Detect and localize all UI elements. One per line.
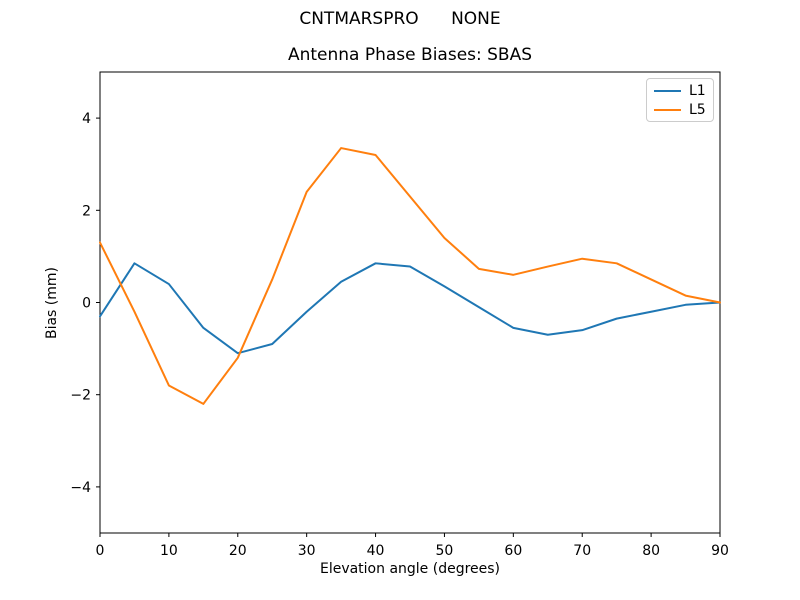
axes-title: Antenna Phase Biases: SBAS — [287, 45, 533, 65]
y-tick-label: 2 — [82, 203, 91, 219]
x-tick-label: 10 — [160, 543, 178, 559]
x-tick-label: 20 — [229, 543, 247, 559]
legend-entry-l1: L1 — [654, 81, 706, 100]
plot-area-border — [99, 71, 721, 534]
legend: L1 L5 — [646, 78, 714, 122]
x-tick-label: 40 — [367, 543, 385, 559]
y-tick-label: 0 — [82, 296, 91, 312]
x-tick-label: 50 — [436, 543, 454, 559]
x-tick-label: 30 — [298, 543, 316, 559]
x-tick-label: 90 — [711, 543, 729, 559]
l1-line-sample-icon — [654, 89, 681, 92]
figure-suptitle: CNTMARSPRO NONE — [299, 9, 501, 29]
x-tick-label: 60 — [504, 543, 522, 559]
x-tick-label: 70 — [573, 543, 591, 559]
legend-label-l5: L5 — [689, 101, 706, 118]
x-tick-label: 80 — [642, 543, 660, 559]
x-axis-label: Elevation angle (degrees) — [319, 561, 501, 577]
x-tick-label: 0 — [96, 543, 105, 559]
series-line-l5 — [99, 147, 721, 405]
l5-line-sample-icon — [654, 108, 681, 111]
y-tick-label: −4 — [70, 480, 91, 496]
y-tick-label: 4 — [82, 111, 91, 127]
series-line-l1 — [99, 262, 721, 355]
legend-label-l1: L1 — [689, 82, 706, 99]
legend-entry-l5: L5 — [654, 100, 706, 119]
y-tick-label: −2 — [70, 388, 91, 404]
